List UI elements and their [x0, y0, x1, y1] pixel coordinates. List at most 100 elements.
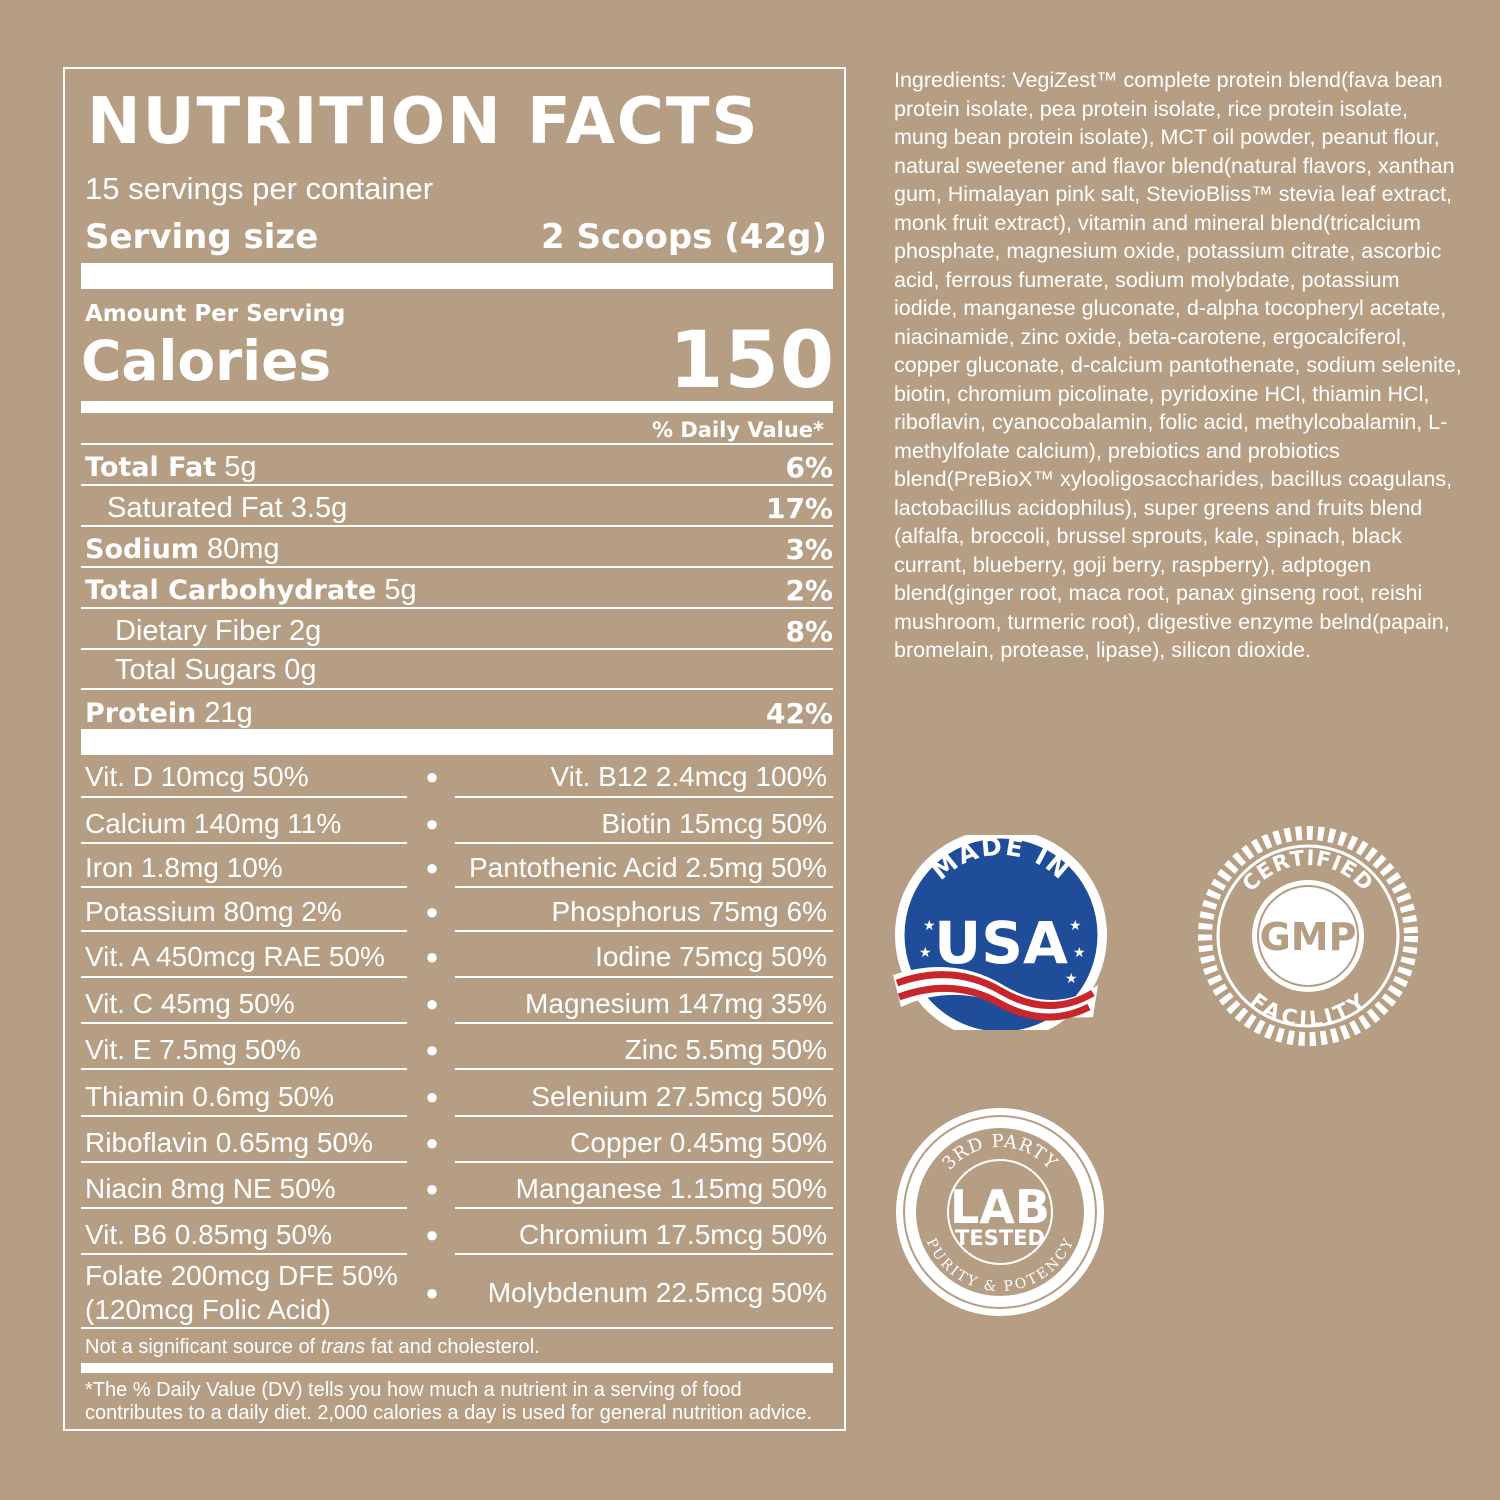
vitamin-left: Riboflavin 0.65mg 50%: [85, 1127, 373, 1158]
vitamin-right: Zinc 5.5mg 50%: [624, 1034, 827, 1065]
nutrient-dv: 3%: [785, 532, 833, 566]
vitamin-right: Phosphorus 75mg 6%: [551, 896, 827, 927]
nutrient-dv: 17%: [765, 491, 833, 525]
bullet-icon: ●: [425, 1084, 439, 1109]
divider: [455, 930, 833, 932]
vitamin-right: Biotin 15mcg 50%: [601, 808, 827, 839]
bullet-icon: ●: [425, 1280, 439, 1305]
nutrient-amount: 5g: [224, 450, 257, 483]
divider: [81, 1327, 833, 1329]
nutrient-dv: 42%: [765, 696, 833, 730]
gmp-badge-main-text: GMP: [1260, 915, 1357, 959]
nutrient-row-total-carbohydrate: Total Carbohydrate 5g 2%: [81, 570, 833, 610]
nutrient-amount: 80mg: [207, 532, 280, 565]
ingredients-text: Ingredients: VegiZest™ complete protein …: [894, 68, 1462, 662]
svg-text:★: ★: [919, 945, 932, 961]
bullet-icon: ●: [425, 991, 439, 1016]
vitamin-left: Niacin 8mg NE 50%: [85, 1173, 336, 1204]
vitamin-right: Manganese 1.15mg 50%: [515, 1173, 827, 1204]
divider: [81, 976, 407, 978]
divider: [81, 1253, 407, 1255]
divider: [455, 1022, 833, 1024]
bullet-icon: ●: [425, 944, 439, 969]
vitamin-right: Magnesium 147mg 35%: [525, 988, 827, 1019]
made-in-usa-badge: MADE IN USA ★★★ ★★★: [893, 835, 1107, 1030]
calories-value: 150: [669, 316, 835, 406]
svg-text:★: ★: [1065, 971, 1078, 987]
medium-divider: [81, 401, 833, 413]
divider: [81, 1161, 407, 1163]
nutrient-name: Saturated Fat 3.5g: [107, 491, 348, 524]
vitamin-left-sub: (120mcg Folic Acid): [85, 1294, 331, 1325]
divider: [81, 525, 833, 527]
nutrient-name: Dietary Fiber 2g: [115, 614, 322, 647]
nutrient-name: Protein: [85, 697, 197, 729]
vitamin-right: Pantothenic Acid 2.5mg 50%: [468, 852, 827, 883]
vitamin-row: Iron 1.8mg 10% ● Pantothenic Acid 2.5mg 50…: [81, 849, 833, 887]
vitamin-left: Potassium 80mg 2%: [85, 896, 342, 927]
divider: [81, 886, 407, 888]
nutrient-amount: 5g: [384, 573, 417, 606]
bullet-icon: ●: [425, 764, 439, 789]
trans-fat-note: Not a significant source of trans fat an…: [85, 1336, 540, 1358]
nutrient-name: Sodium: [85, 533, 199, 565]
medium-divider: [81, 1363, 833, 1373]
amount-per-serving: Amount Per Serving: [85, 301, 346, 327]
vitamin-right: Copper 0.45mg 50%: [570, 1127, 827, 1158]
divider: [455, 1253, 833, 1255]
vitamin-right: Molybdenum 22.5mcg 50%: [487, 1277, 827, 1308]
vitamin-left: Vit. B6 0.85mg 50%: [85, 1219, 332, 1250]
certified-gmp-badge: CERTIFIED FACILITY GMP: [1198, 826, 1418, 1046]
serving-size-row: Serving size 2 Scoops (42g): [85, 217, 827, 257]
divider: [81, 484, 833, 486]
svg-text:★: ★: [1069, 918, 1082, 934]
vitamin-row: Vit. D 10mcg 50% ● Vit. B12 2.4mcg 100%: [81, 758, 833, 796]
nutrient-name: Total Fat: [85, 451, 217, 483]
vitamin-left: Folate 200mcg DFE 50%: [85, 1260, 398, 1291]
nutrient-dv: 6%: [785, 450, 833, 484]
vitamin-row: Calcium 140mg 11% ● Biotin 15mcg 50%: [81, 805, 833, 843]
nutrition-facts-panel: NUTRITION FACTS 15 servings per containe…: [63, 67, 846, 1431]
vitamin-row: Vit. E 7.5mg 50% ● Zinc 5.5mg 50%: [81, 1031, 833, 1069]
calories-row: Calories 150: [81, 321, 835, 401]
nutrient-row-protein: Protein 21g 42%: [81, 693, 833, 733]
serving-size-label: Serving size: [85, 217, 319, 257]
divider: [455, 886, 833, 888]
divider: [81, 1022, 407, 1024]
vitamin-row: Riboflavin 0.65mg 50% ● Copper 0.45mg 50%: [81, 1124, 833, 1162]
nutrient-row-sodium: Sodium 80mg 3%: [81, 529, 833, 569]
daily-value-header: % Daily Value*: [652, 418, 824, 442]
vitamin-left: Vit. D 10mcg 50%: [85, 761, 309, 792]
divider: [81, 930, 407, 932]
nutrient-name: Total Carbohydrate: [85, 574, 377, 606]
serving-size-value: 2 Scoops (42g): [541, 217, 827, 257]
vitamin-left: Iron 1.8mg 10%: [85, 852, 283, 883]
bullet-icon: ●: [425, 899, 439, 924]
divider: [455, 1068, 833, 1070]
vitamin-row: Niacin 8mg NE 50% ● Manganese 1.15mg 50%: [81, 1170, 833, 1208]
bullet-icon: ●: [425, 1222, 439, 1247]
divider: [81, 796, 407, 798]
vitamin-row: Vit. A 450mcg RAE 50% ● Iodine 75mcg 50%: [81, 938, 833, 976]
nutrient-row-total-fat: Total Fat 5g 6%: [81, 447, 833, 487]
calories-label: Calories: [81, 329, 332, 393]
bullet-icon: ●: [425, 811, 439, 836]
servings-per-container: 15 servings per container: [85, 171, 434, 206]
bullet-icon: ●: [425, 1037, 439, 1062]
vitamin-left: Vit. C 45mg 50%: [85, 988, 295, 1019]
thick-divider: [81, 729, 833, 755]
vitamin-left: Vit. E 7.5mg 50%: [85, 1034, 301, 1065]
divider: [81, 443, 833, 445]
divider: [455, 976, 833, 978]
nutrient-row-saturated-fat: Saturated Fat 3.5g 17%: [81, 488, 833, 528]
nutrient-dv: 8%: [785, 614, 833, 648]
divider: [81, 607, 833, 609]
nutrient-row-total-sugars: Total Sugars 0g: [81, 650, 833, 690]
thick-divider: [81, 263, 833, 289]
nutrient-amount: 21g: [204, 696, 253, 729]
divider: [455, 1207, 833, 1209]
vitamin-right: Selenium 27.5mcg 50%: [531, 1081, 827, 1112]
nutrition-title: NUTRITION FACTS: [87, 85, 760, 159]
lab-tested-badge: 3RD PARTY PURITY & POTENCY LAB TESTED: [896, 1108, 1104, 1316]
svg-text:★: ★: [923, 918, 936, 934]
